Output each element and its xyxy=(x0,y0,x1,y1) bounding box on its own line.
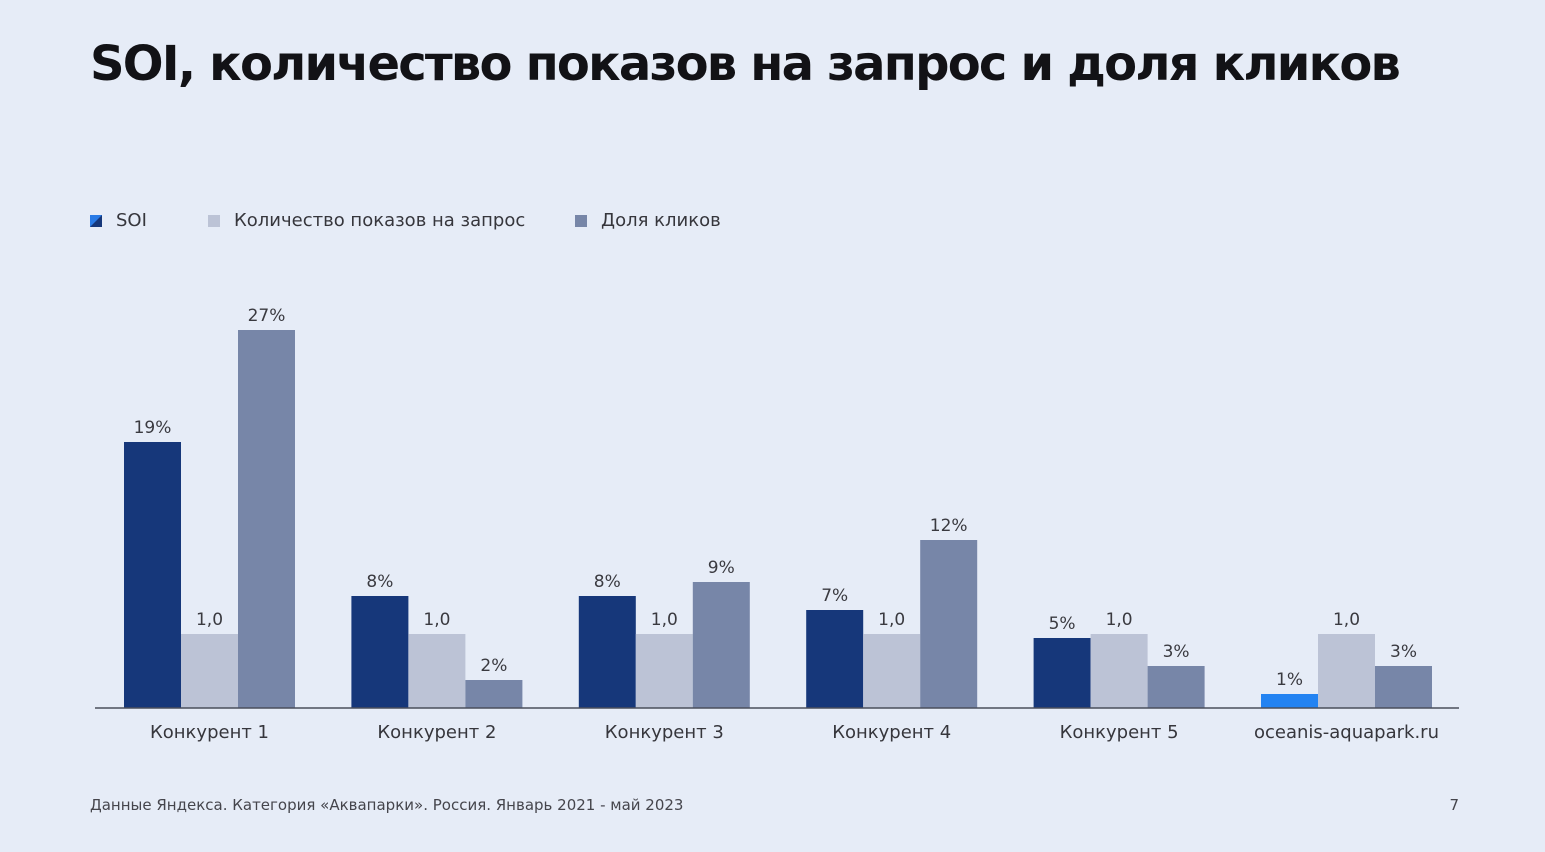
data-label-click-share-4: 12% xyxy=(930,516,968,536)
page-number: 7 xyxy=(1449,796,1459,814)
data-label-impressions-5: 1,0 xyxy=(1106,610,1133,630)
bar-soi-4 xyxy=(806,610,864,708)
bar-impressions-5 xyxy=(1090,634,1148,708)
category-label-3: Конкурент 3 xyxy=(605,722,724,743)
bar-click-share-3 xyxy=(692,582,750,708)
category-label-2: Конкурент 2 xyxy=(377,722,496,743)
data-label-impressions-3: 1,0 xyxy=(651,610,678,630)
category-label-1: Конкурент 1 xyxy=(150,722,269,743)
bar-click-share-6 xyxy=(1375,666,1432,708)
data-label-soi-4: 7% xyxy=(821,586,848,606)
data-label-impressions-2: 1,0 xyxy=(423,610,450,630)
bar-soi-6 xyxy=(1261,694,1318,708)
legend-item-impressions: Количество показов на запрос xyxy=(208,210,525,231)
legend-label-impressions: Количество показов на запрос xyxy=(234,210,526,231)
legend-swatch-impressions xyxy=(208,214,220,227)
category-label-5: Конкурент 5 xyxy=(1060,722,1179,743)
category-label-4: Конкурент 4 xyxy=(832,722,951,743)
legend-label-soi: SOI xyxy=(116,210,147,231)
legend-label-click-share: Доля кликов xyxy=(601,210,721,231)
legend-item-click-share: Доля кликов xyxy=(575,210,721,231)
data-label-click-share-3: 9% xyxy=(708,558,735,578)
bar-impressions-3 xyxy=(635,634,693,708)
data-label-soi-6: 1% xyxy=(1276,670,1303,690)
category-label-6: oceanis-aquapark.ru xyxy=(1254,722,1439,743)
bar-impressions-1 xyxy=(181,634,238,708)
bar-soi-2 xyxy=(351,596,409,708)
data-label-click-share-1: 27% xyxy=(248,306,286,326)
bar-impressions-2 xyxy=(408,634,466,708)
data-label-click-share-5: 3% xyxy=(1163,642,1190,662)
bar-click-share-1 xyxy=(238,330,295,708)
data-label-impressions-6: 1,0 xyxy=(1333,610,1360,630)
bar-click-share-4 xyxy=(920,540,978,708)
data-label-soi-1: 19% xyxy=(134,418,172,438)
data-label-click-share-2: 2% xyxy=(480,656,507,676)
bar-soi-1 xyxy=(124,442,181,708)
bar-impressions-6 xyxy=(1318,634,1375,708)
data-label-soi-5: 5% xyxy=(1049,614,1076,634)
slide-title: SOI, количество показов на запрос и доля… xyxy=(90,36,1401,92)
data-label-soi-2: 8% xyxy=(366,572,393,592)
data-source-note: Данные Яндекса. Категория «Аквапарки». Р… xyxy=(90,796,684,814)
data-label-impressions-1: 1,0 xyxy=(196,610,223,630)
legend-item-soi: SOI xyxy=(90,210,147,231)
bar-click-share-5 xyxy=(1147,666,1205,708)
bar-soi-5 xyxy=(1033,638,1091,708)
data-label-click-share-6: 3% xyxy=(1390,642,1417,662)
data-label-soi-3: 8% xyxy=(594,572,621,592)
data-label-impressions-4: 1,0 xyxy=(878,610,905,630)
legend-swatch-soi xyxy=(90,214,102,227)
bar-click-share-2 xyxy=(465,680,523,708)
bar-soi-3 xyxy=(578,596,636,708)
bar-impressions-4 xyxy=(863,634,921,708)
legend-swatch-click-share xyxy=(575,214,587,227)
